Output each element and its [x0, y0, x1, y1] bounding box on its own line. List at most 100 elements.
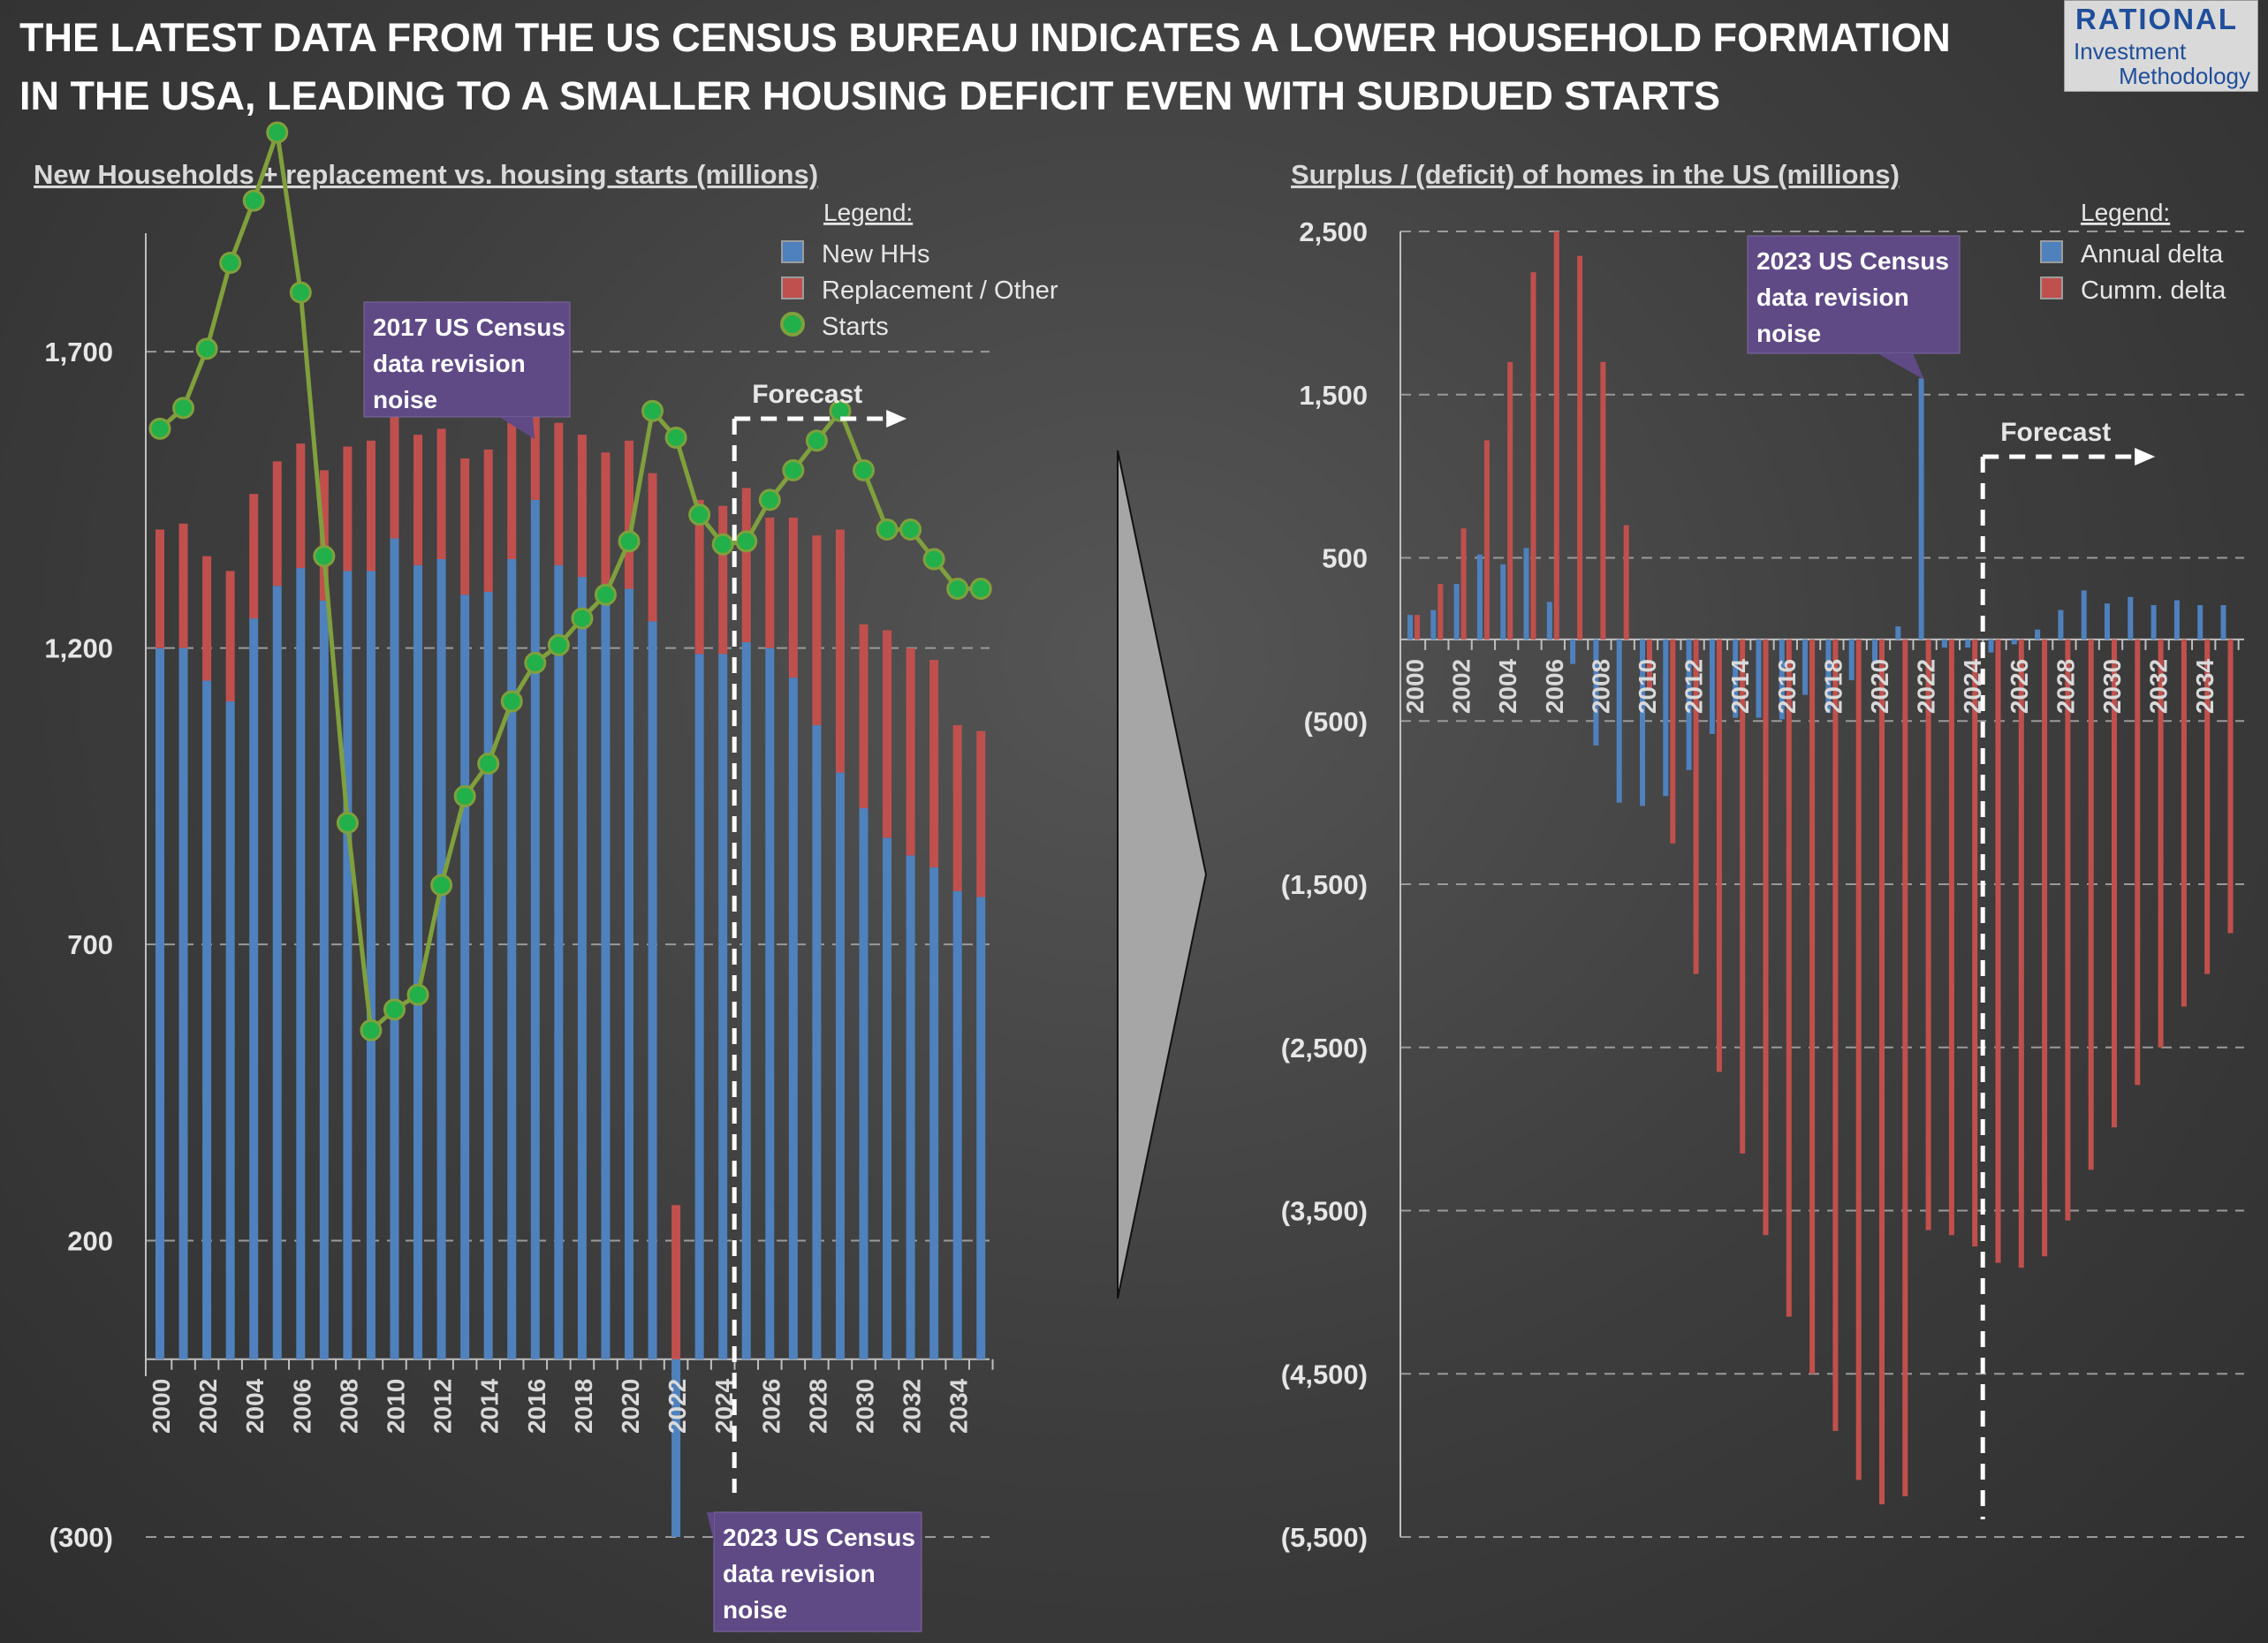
logo-line-1: RATIONAL [2075, 3, 2239, 35]
right-bar-cumm-delta [2227, 639, 2234, 934]
left-forecast-label: Forecast [752, 380, 862, 409]
left-starts-marker [829, 399, 852, 422]
right-x-tick-label: 2012 [1680, 659, 1708, 714]
right-bar-annual-delta [1476, 554, 1483, 640]
right-bar-cumm-delta [1902, 639, 1908, 1496]
left-starts-marker [266, 121, 289, 144]
left-starts-marker [383, 998, 406, 1021]
right-x-tick-label: 2032 [2145, 659, 2173, 714]
left-chart-title: New Households + replacement vs. housing… [34, 159, 818, 190]
left-x-tick-label: 2016 [523, 1379, 550, 1434]
left-bar-new-hhs [906, 855, 915, 1359]
left-starts-marker [853, 458, 875, 481]
right-legend-title: Legend: [2081, 199, 2170, 226]
left-bar-new-hhs [202, 680, 212, 1359]
right-bar-annual-delta [1802, 639, 1809, 695]
left-bar-replacement [765, 518, 775, 648]
left-bar-replacement [835, 529, 845, 773]
left-callout-2017-box [363, 301, 571, 418]
left-bar-replacement [460, 458, 470, 595]
left-x-tick-label: 2006 [288, 1379, 315, 1434]
left-bar-replacement [366, 440, 375, 572]
right-bar-cumm-delta [1530, 272, 1536, 640]
left-legend-title: Legend: [823, 199, 913, 226]
right-bar-annual-delta [1430, 610, 1437, 640]
right-x-tick-label: 2018 [1819, 659, 1847, 714]
left-bar-new-hhs [929, 867, 939, 1359]
right-bar-cumm-delta [1716, 639, 1722, 1072]
right-bar-annual-delta [1941, 639, 1947, 648]
left-bar-replacement [625, 440, 633, 589]
right-bar-cumm-delta [1670, 639, 1676, 844]
left-bar-new-hhs [390, 538, 399, 1359]
left-callout-2023-box [713, 1511, 922, 1632]
left-starts-marker [758, 488, 781, 511]
right-x-tick-label: 2026 [2006, 659, 2033, 714]
headline: THE LATEST DATA FROM THE US CENSUS BUREA… [19, 9, 1999, 125]
right-bar-annual-delta [1965, 639, 1971, 648]
right-legend-annual-delta-swatch [2040, 240, 2063, 263]
right-x-tick-label: 2014 [1726, 658, 1754, 714]
left-starts-marker [336, 812, 359, 835]
left-starts-marker [406, 983, 429, 1006]
right-bar-annual-delta [1500, 564, 1506, 640]
left-forecast-arrow-head [886, 410, 907, 428]
right-x-tick-label: 2004 [1494, 658, 1521, 714]
right-bar-annual-delta [2058, 610, 2064, 640]
left-callout-2017-pointer [499, 417, 535, 439]
right-x-tick-label: 2002 [1448, 659, 1475, 714]
left-starts-marker [688, 504, 711, 526]
left-starts-marker [641, 399, 664, 422]
left-bar-new-hhs [741, 641, 751, 1359]
left-bar-new-hhs [883, 837, 892, 1359]
left-bar-new-hhs [483, 591, 493, 1359]
left-bar-replacement [648, 473, 657, 622]
left-callout-2023-line-3: noise [723, 1596, 787, 1624]
right-bar-annual-delta [1709, 639, 1715, 735]
left-starts-marker [969, 578, 992, 601]
left-starts-marker [664, 426, 687, 449]
left-bar-replacement [436, 428, 446, 559]
left-y-tick-label: 200 [67, 1226, 113, 1257]
right-bar-cumm-delta [1693, 639, 1699, 974]
left-bar-replacement [390, 407, 399, 539]
left-starts-marker [453, 784, 476, 807]
right-bar-cumm-delta [1832, 639, 1839, 1431]
right-y-tick-label: 500 [1322, 543, 1368, 574]
right-callout-2023-pointer [1877, 353, 1924, 380]
right-x-tick-label: 2010 [1634, 659, 1661, 714]
headline-line-2: IN THE USA, LEADING TO A SMALLER HOUSING… [19, 73, 1721, 118]
left-starts-marker [289, 281, 312, 304]
right-bar-annual-delta [1848, 639, 1855, 681]
left-bar-new-hhs [366, 571, 375, 1359]
right-bar-annual-delta [2197, 605, 2204, 640]
right-bar-annual-delta [1779, 639, 1785, 720]
right-bar-annual-delta [1918, 378, 1924, 640]
left-starts-marker [500, 690, 523, 713]
left-bar-new-hhs [413, 564, 423, 1359]
right-bar-annual-delta [1616, 639, 1622, 803]
left-starts-marker [219, 252, 242, 275]
left-starts-marker [735, 530, 758, 553]
right-bar-cumm-delta [1577, 255, 1583, 640]
left-starts-marker [618, 530, 641, 553]
left-bar-replacement [718, 505, 728, 655]
right-bar-annual-delta [1640, 639, 1645, 806]
left-bar-new-hhs [648, 621, 657, 1359]
right-bar-annual-delta [2011, 639, 2017, 645]
right-legend-annual-delta-label: Annual delta [2081, 240, 2224, 269]
left-x-tick-label: 2034 [945, 1378, 973, 1434]
left-y-tick-label: 1,700 [44, 337, 113, 367]
right-x-tick-label: 2020 [1866, 659, 1893, 714]
left-starts-marker [876, 518, 899, 541]
left-bar-new-hhs [507, 559, 517, 1359]
right-forecast-label: Forecast [2000, 418, 2111, 447]
left-bar-replacement [225, 571, 235, 702]
right-x-tick-label: 2022 [1913, 659, 1940, 714]
right-callout-2023-line-2: data revision [1756, 284, 1909, 311]
right-bar-annual-delta [1756, 639, 1762, 718]
left-bar-new-hhs [225, 701, 235, 1359]
right-bar-cumm-delta [1925, 639, 1931, 1230]
left-bar-replacement [507, 422, 517, 559]
